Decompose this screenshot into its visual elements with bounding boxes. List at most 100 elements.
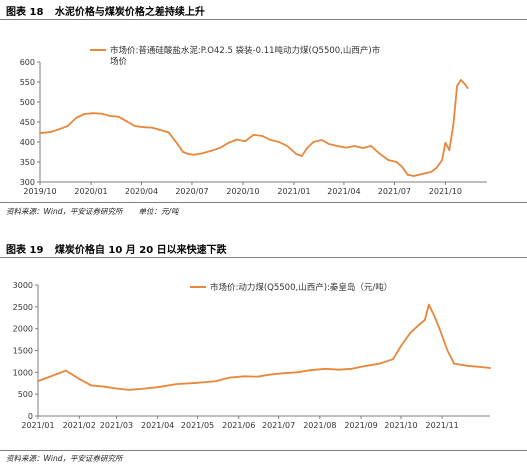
data-point — [421, 173, 423, 175]
data-point — [109, 115, 112, 117]
y-tick-label: 300 — [20, 178, 35, 187]
chart-cement-coal-spread: 300 350 400 450 500 550 600 2019/10 2020/01 2020/… — [20, 45, 487, 196]
data-point — [176, 143, 179, 145]
data-point — [66, 125, 69, 127]
data-point — [115, 387, 118, 390]
data-point — [65, 369, 67, 372]
data-point — [269, 373, 272, 376]
figure-19-header: 图表 19 煤炭价格自 10 月 20 日以来快速下跌 — [0, 238, 527, 258]
x-tick-label: 2020/04 — [125, 187, 158, 196]
data-point — [244, 140, 247, 143]
data-point — [142, 126, 145, 129]
y-tick-label: 0 — [28, 412, 33, 421]
x-tick-label: 2021/09 — [344, 421, 377, 430]
data-point — [167, 131, 170, 134]
figure-18-label: 图表 18 — [6, 7, 44, 18]
y-tick-label: 550 — [20, 78, 35, 87]
data-point — [201, 152, 204, 155]
data-point — [395, 161, 398, 163]
data-point — [387, 159, 390, 161]
data-point — [175, 383, 178, 385]
x-tick-label: 2021/06 — [222, 421, 255, 430]
data-point — [49, 131, 52, 133]
figure-18-source-rule — [0, 202, 527, 203]
x-tick-label: 2021/02 — [63, 421, 96, 430]
data-point — [151, 126, 153, 129]
data-point — [448, 149, 451, 151]
x-tick-label: 2019/10 — [23, 187, 56, 196]
data-point — [441, 159, 443, 161]
data-point — [78, 378, 81, 380]
legend-label: 市场价:动力煤(Q5500,山西产):秦皇岛（元/吨） — [210, 282, 392, 293]
data-point — [406, 173, 409, 176]
data-point — [328, 143, 330, 145]
y-tick-label: 400 — [20, 138, 35, 147]
data-point — [55, 373, 58, 375]
data-point — [452, 125, 455, 127]
data-point — [187, 153, 190, 155]
data-point — [481, 366, 483, 368]
data-point — [125, 120, 128, 123]
figure-19-label: 图表 19 — [6, 245, 44, 256]
data-point — [243, 375, 246, 378]
data-point — [140, 388, 143, 390]
data-point — [218, 147, 221, 149]
data-point — [103, 385, 106, 388]
data-point — [337, 368, 340, 371]
data-point — [424, 319, 426, 321]
data-point — [215, 380, 218, 382]
x-tick-label: 2021/03 — [100, 421, 133, 430]
data-point — [193, 153, 196, 156]
figure-18-unit-text: 单位：元/吨 — [138, 207, 179, 216]
y-tick-label: 2500 — [13, 303, 33, 312]
data-point — [350, 367, 353, 370]
x-tick-label: 2021/11 — [426, 421, 459, 430]
data-point — [90, 384, 93, 387]
x-tick-label: 2021/10 — [384, 421, 417, 430]
data-point — [196, 381, 199, 384]
data-point — [345, 146, 347, 149]
y-tick-label: 2000 — [13, 325, 33, 334]
data-point — [379, 153, 381, 155]
data-point — [182, 151, 185, 153]
x-tick-label: 2021/05 — [181, 421, 214, 430]
data-point — [117, 115, 120, 118]
data-point — [320, 139, 323, 141]
data-point — [37, 380, 39, 382]
data-point — [39, 132, 41, 135]
data-point — [100, 112, 103, 115]
figure-18-header: 图表 18 水泥价格与煤炭价格之差持续上升 — [0, 0, 527, 20]
y-tick-label: 350 — [20, 158, 35, 167]
x-tick-label: 2021/04 — [327, 187, 360, 196]
y-tick-label: 500 — [20, 98, 35, 107]
legend-label: 市场价:普通硅酸盐水泥:P.O42.5 袋装-0.11吨动力煤(Q5500,山西… — [110, 45, 381, 56]
figure-19-title: 煤炭价格自 10 月 20 日以来快速下跌 — [54, 245, 227, 256]
figure-18-source: 资料来源：Wind，平安证券研究所 单位：元/吨 — [6, 206, 179, 217]
data-point — [353, 145, 356, 147]
data-point — [236, 138, 238, 141]
data-point — [433, 314, 436, 317]
data-point — [427, 303, 430, 306]
x-tick-label: 2021/01 — [21, 421, 54, 430]
data-point — [210, 149, 213, 152]
y-tick-label: 500 — [18, 390, 33, 399]
series-line — [37, 303, 491, 391]
data-point — [435, 167, 438, 169]
data-point — [58, 128, 61, 131]
data-point — [401, 165, 403, 168]
data-point — [269, 139, 272, 141]
data-point — [83, 113, 86, 115]
data-point — [252, 133, 255, 136]
data-point — [466, 87, 469, 89]
data-point — [296, 371, 299, 374]
data-point — [127, 388, 130, 391]
data-point — [400, 345, 402, 347]
figure-19-source: 资料来源：Wind，平安证券研究所 — [6, 453, 123, 464]
data-point — [75, 117, 77, 119]
x-tick-label: 2021/07 — [262, 421, 295, 430]
data-point — [460, 79, 462, 81]
figure-19-source-text: 资料来源：Wind，平安证券研究所 — [6, 454, 123, 463]
figure-19-rule — [0, 257, 527, 258]
x-tick-label: 2021/04 — [141, 421, 174, 430]
y-tick-label: 600 — [20, 58, 35, 67]
